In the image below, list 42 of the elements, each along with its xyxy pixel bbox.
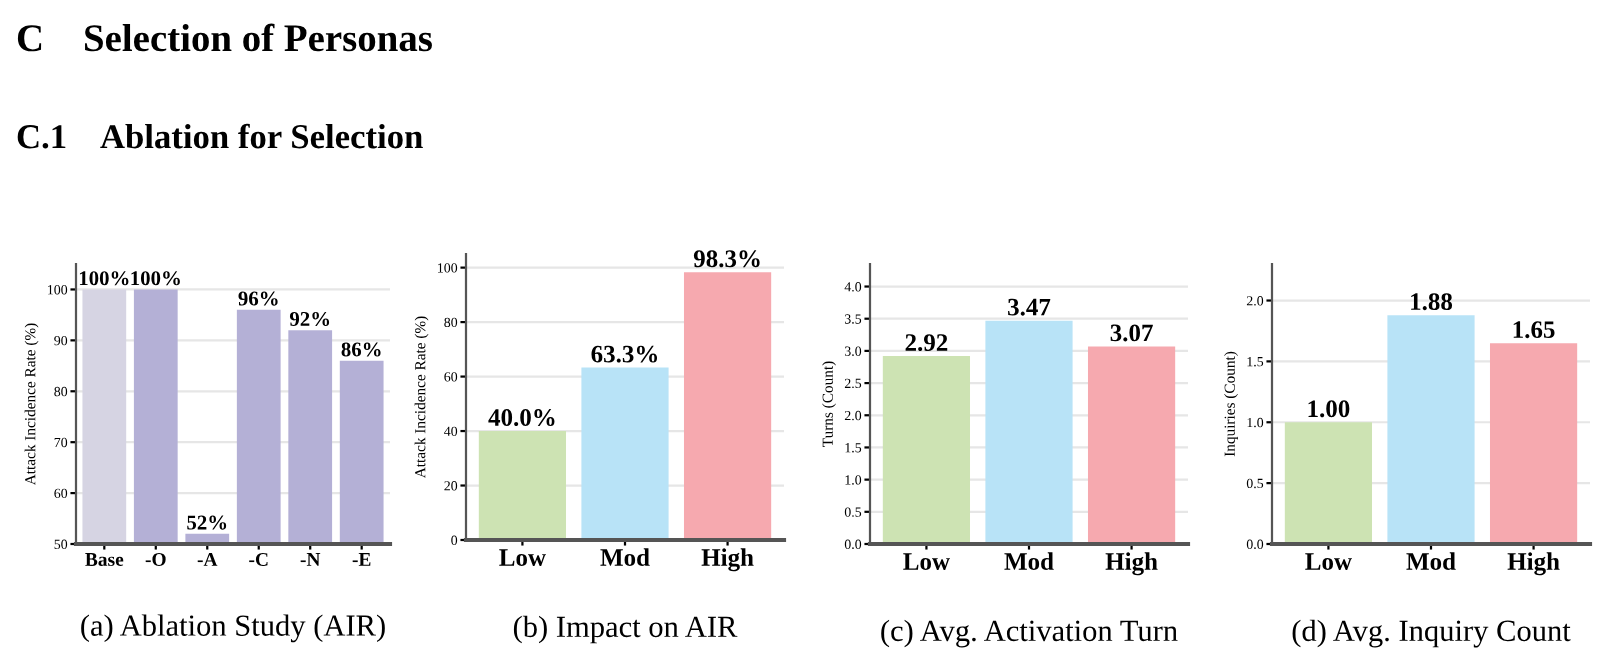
bar [478,431,567,540]
data-label: 1.65 [1513,321,1555,339]
x-tick-label: Base [85,553,124,567]
x-tick-label: -E [352,553,371,566]
data-label: 92% [289,311,330,327]
x-tick-label: -A [197,552,218,566]
data-label: 86% [341,342,381,357]
text: C Selection of Personas [17,23,432,52]
bar [1284,422,1373,544]
data-label: 3.47 [1008,298,1051,316]
x-tick-label: Mod [1004,552,1054,570]
x-tick-label: High [1105,552,1158,576]
x-tick-label: High [701,548,754,572]
bar [1489,343,1578,544]
x-tick-label: Mod [1406,552,1456,570]
data-label: 1.88 [1411,293,1453,311]
x-axis-title: (c) Avg. Activation Turn [881,619,1178,648]
x-tick-label: -C [249,552,268,567]
data-label: 63.3% [591,345,658,363]
data-label: 2.92 [905,334,948,352]
x-tick-label: Low [903,553,950,570]
data-label: 3.07 [1110,324,1153,342]
data-label: 52% [187,515,227,530]
data-label: 100% [79,271,129,286]
x-axis-title: (d) Avg. Inquiry Count [1292,619,1571,648]
x-tick-label: -O [145,552,166,567]
x-tick-label: Low [499,549,546,566]
data-label: 96% [238,291,278,306]
x-tick-label: High [1507,552,1560,576]
x-axis-title: (a) Ablation Study (AIR) [81,614,385,643]
data-label: 98.3% [693,250,760,268]
bar [683,272,772,540]
data-label: 100% [131,271,180,286]
x-tick-label: -N [300,553,321,566]
x-tick-label: Mod [600,548,650,566]
data-label: 1.00 [1308,400,1350,418]
bar [581,367,669,540]
data-label: 40.0% [488,409,555,427]
text: C.1 Ablation for Selection [17,123,423,149]
bar [1387,315,1475,544]
x-tick-label: Low [1305,553,1352,570]
x-axis-title: (b) Impact on AIR [513,615,738,644]
